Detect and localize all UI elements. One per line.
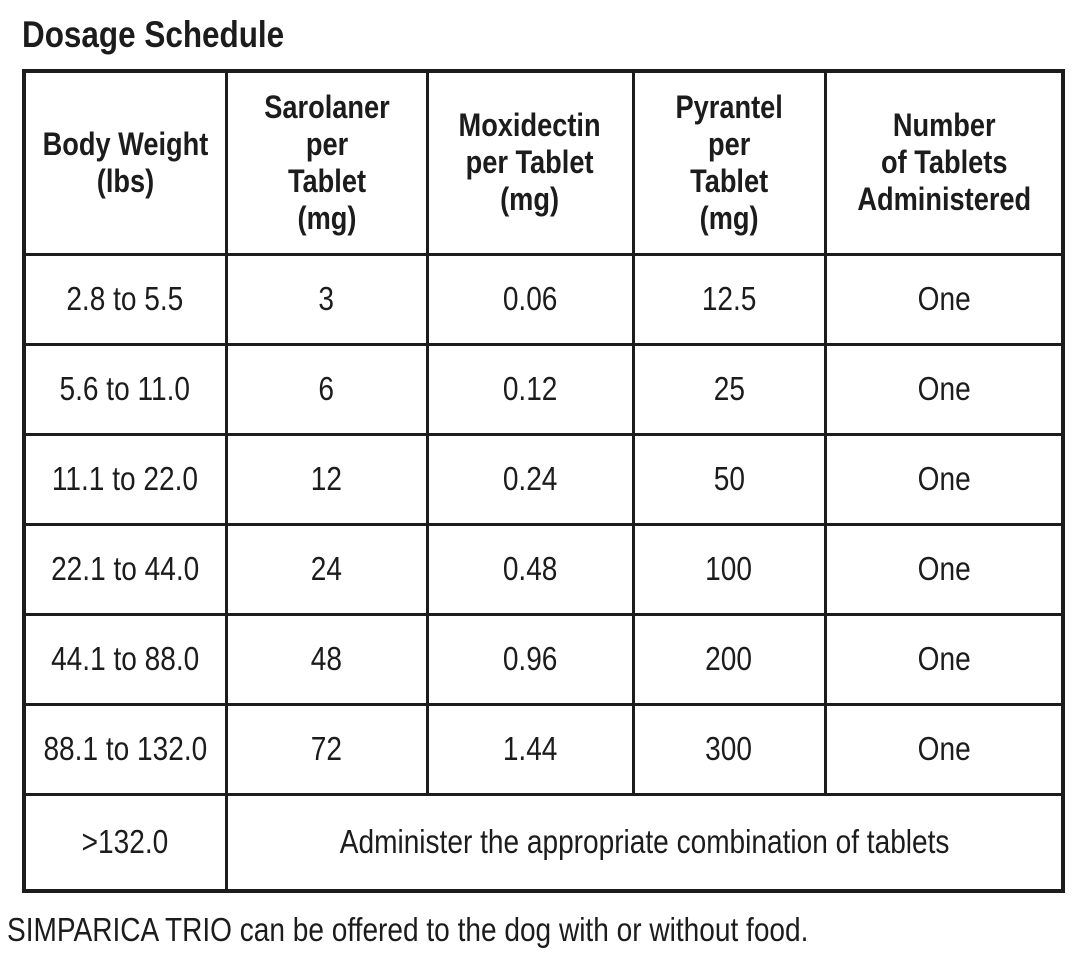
cell-sarolaner: 24 xyxy=(224,522,429,616)
cell-moxidectin: 1.44 xyxy=(425,702,635,796)
cell-overflow-instruction: Administer the appropriate combination o… xyxy=(224,792,1065,893)
header-tablets-administered: Number of Tablets Administered xyxy=(823,69,1065,256)
header-body-weight: Body Weight (lbs) xyxy=(22,69,228,256)
cell-sarolaner: 12 xyxy=(224,432,429,526)
cell-sarolaner: 3 xyxy=(224,252,429,346)
cell-body-weight: 44.1 to 88.0 xyxy=(22,612,228,706)
cell-tablet-count: One xyxy=(823,702,1065,796)
cell-body-weight: 88.1 to 132.0 xyxy=(22,702,228,796)
header-row: Body Weight (lbs) Sarolaner per Tablet (… xyxy=(22,69,1065,256)
cell-pyrantel: 100 xyxy=(631,522,827,616)
header-sarolaner: Sarolaner per Tablet (mg) xyxy=(224,69,429,256)
dosage-schedule-table: Body Weight (lbs) Sarolaner per Tablet (… xyxy=(22,69,1065,893)
page-title-text: Dosage Schedule xyxy=(22,14,285,55)
header-pyrantel: Pyrantel per Tablet (mg) xyxy=(631,69,827,256)
cell-moxidectin: 0.12 xyxy=(425,342,635,436)
page-title: Dosage Schedule xyxy=(22,14,1084,56)
cell-sarolaner: 6 xyxy=(224,342,429,436)
cell-tablet-count: One xyxy=(823,432,1065,526)
cell-pyrantel: 12.5 xyxy=(631,252,827,346)
cell-pyrantel: 50 xyxy=(631,432,827,526)
footer-note-text: SIMPARICA TRIO can be offered to the dog… xyxy=(7,911,809,948)
cell-moxidectin: 0.96 xyxy=(425,612,635,706)
table-row: 22.1 to 44.0 24 0.48 100 One xyxy=(22,522,1065,616)
cell-body-weight-overflow: >132.0 xyxy=(22,792,228,893)
cell-body-weight: 2.8 to 5.5 xyxy=(22,252,228,346)
table-row: 11.1 to 22.0 12 0.24 50 One xyxy=(22,432,1065,526)
header-moxidectin: Moxidectin per Tablet (mg) xyxy=(425,69,635,256)
table-row: 44.1 to 88.0 48 0.96 200 One xyxy=(22,612,1065,706)
cell-pyrantel: 200 xyxy=(631,612,827,706)
table-row: 88.1 to 132.0 72 1.44 300 One xyxy=(22,702,1065,796)
cell-tablet-count: One xyxy=(823,612,1065,706)
cell-moxidectin: 0.06 xyxy=(425,252,635,346)
table-row: 2.8 to 5.5 3 0.06 12.5 One xyxy=(22,252,1065,346)
cell-sarolaner: 48 xyxy=(224,612,429,706)
cell-tablet-count: One xyxy=(823,342,1065,436)
table-row: 5.6 to 11.0 6 0.12 25 One xyxy=(22,342,1065,436)
cell-moxidectin: 0.24 xyxy=(425,432,635,526)
cell-sarolaner: 72 xyxy=(224,702,429,796)
cell-body-weight: 22.1 to 44.0 xyxy=(22,522,228,616)
cell-body-weight: 5.6 to 11.0 xyxy=(22,342,228,436)
footer-note: SIMPARICA TRIO can be offered to the dog… xyxy=(7,911,1084,949)
cell-tablet-count: One xyxy=(823,522,1065,616)
cell-pyrantel: 25 xyxy=(631,342,827,436)
cell-body-weight: 11.1 to 22.0 xyxy=(22,432,228,526)
cell-moxidectin: 0.48 xyxy=(425,522,635,616)
cell-pyrantel: 300 xyxy=(631,702,827,796)
cell-tablet-count: One xyxy=(823,252,1065,346)
table-row-overflow: >132.0 Administer the appropriate combin… xyxy=(22,792,1065,893)
